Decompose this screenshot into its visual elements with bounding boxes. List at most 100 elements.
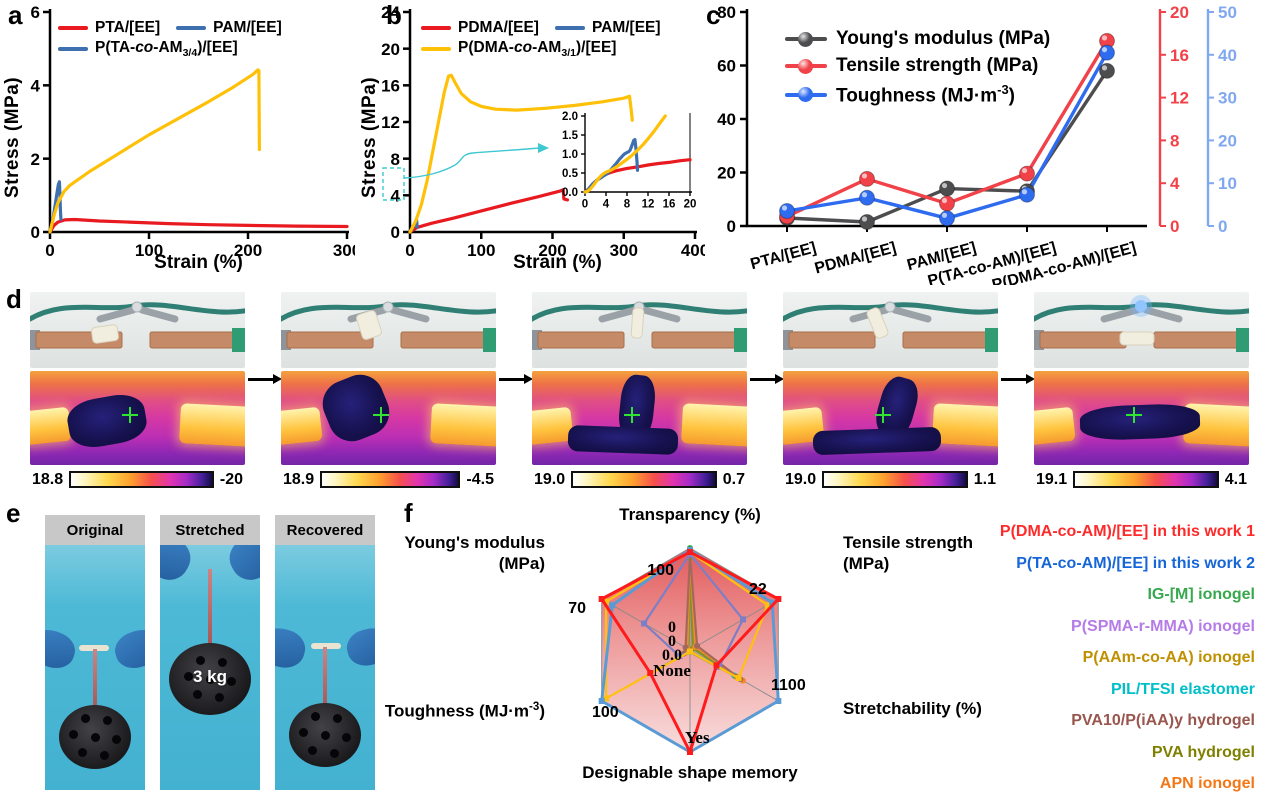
radar-legend-item: P(AAm-co-AA) ionogel xyxy=(1082,649,1255,666)
temperature-scale: 19.1 4.1 xyxy=(1034,471,1249,488)
legend-item: Toughness (MJ·m-3) xyxy=(785,82,1015,107)
sequence-arrow-icon xyxy=(245,292,282,488)
chart-a-svg: 0 100 200 300 0 2 4 6 xyxy=(31,3,355,260)
legend-row: Tensile strength (MPa) xyxy=(785,55,1050,77)
alligator-clip xyxy=(138,306,179,323)
clip-metal xyxy=(1034,330,1044,350)
color-scale-bar xyxy=(822,471,968,488)
photo-label: Stretched xyxy=(160,515,260,545)
legend-row: Toughness (MJ·m-3) xyxy=(785,82,1050,107)
y-tick-label: 0.0 xyxy=(562,187,578,199)
radar-legend-item: PVA10/P(iAA)y hydrogel xyxy=(1071,712,1255,729)
sequence-arrow-icon xyxy=(998,292,1035,488)
legend-swatch xyxy=(421,47,451,52)
scale-max-label: 19.0 xyxy=(534,470,566,488)
copper-electrode xyxy=(149,331,235,349)
temperature-scale: 18.9 -4.5 xyxy=(281,471,496,488)
data-point xyxy=(939,180,955,197)
y-tick-label: 1.5 xyxy=(562,130,579,142)
legend-item: PDMA/[EE] xyxy=(421,19,539,37)
x-tick-label: 200 xyxy=(538,241,566,260)
temperature-scale: 18.8 -20 xyxy=(30,471,245,488)
chart-b-legend: PDMA/[EE] PAM/[EE] P(DMA-co-AM3/1)/[EE] xyxy=(421,19,661,59)
radar-marker xyxy=(764,602,771,609)
weight-value-label: 3 kg xyxy=(193,667,228,686)
y-tick-label: 20 xyxy=(381,40,400,59)
panel-f-radar-comparison: f Transparency (%) Tensile strength (MPa… xyxy=(380,500,1280,795)
chart-b-inset: 0 4 8 12 16 20 0.0 0.5 1.0 1.5 2.0 xyxy=(562,111,696,210)
photo-original xyxy=(45,545,145,790)
radar-axis-toughness: Toughness (MJ·m-3) xyxy=(384,701,545,721)
scale-min-label: 1.1 xyxy=(973,470,996,488)
x-tick-label: 300 xyxy=(333,241,355,260)
x-tick-label: 400 xyxy=(681,241,705,260)
legend-row: Young's modulus (MPa) xyxy=(785,28,1050,50)
radar-marker xyxy=(598,698,605,704)
color-scale-bar xyxy=(571,471,717,488)
y-tick-label: 4 xyxy=(391,186,401,205)
data-point-highlight xyxy=(781,205,788,211)
experiment-photo xyxy=(1034,292,1249,368)
legend-row: PTA/[EE] PAM/[EE] xyxy=(58,19,282,37)
radar-chart-svg xyxy=(598,545,782,755)
terminal-block xyxy=(985,328,998,352)
series-line xyxy=(408,188,570,234)
alligator-clip xyxy=(96,306,137,323)
radar-marker xyxy=(694,642,701,649)
alligator-clip xyxy=(1142,306,1183,323)
legend-swatch xyxy=(421,26,451,30)
radar-legend-item: P(SPMA-r-MMA) ionogel xyxy=(1071,617,1255,635)
series-line xyxy=(408,73,634,234)
temperature-scale: 19.0 1.1 xyxy=(783,471,998,488)
panel-a-stress-strain-chart: a Stress (MPa) 01002003000246 PTA/[EE]PA… xyxy=(0,0,355,285)
radar-center-label: 0.0 xyxy=(662,647,682,664)
left-tick-label: 40 xyxy=(717,110,736,129)
radar-marker xyxy=(775,698,782,704)
right-tick-label: 0 xyxy=(1218,217,1227,236)
radar-legend-item: PIL/TFSI elastomer xyxy=(1110,680,1255,698)
experiment-photo xyxy=(783,292,998,368)
zoom-arrow-head xyxy=(538,143,549,153)
radar-axis-youngs: Young's modulus (MPa) xyxy=(404,533,545,574)
data-point xyxy=(859,170,875,187)
legend-item: PTA/[EE] xyxy=(58,19,160,37)
y-tick-label: 0.5 xyxy=(562,168,579,180)
color-scale-bar xyxy=(69,471,214,488)
photo-card-stretched: Stretched 3 kg xyxy=(160,515,260,790)
experiment-frame: 18.8 -20 xyxy=(30,292,245,488)
radar-max-youngs: 70 xyxy=(568,600,586,617)
led-bulb xyxy=(884,301,896,313)
crosshair-icon xyxy=(122,407,138,423)
legend-item: PAM/[EE] xyxy=(554,19,661,37)
hot-electrode-region xyxy=(430,403,496,447)
legend-swatch xyxy=(554,26,585,30)
experiment-frame: 19.1 4.1 xyxy=(1034,292,1249,488)
series-line xyxy=(48,68,261,234)
radar-max-stretchability: 1100 xyxy=(771,677,806,694)
legend-label: Toughness (MJ·m-3) xyxy=(836,82,1015,107)
gloved-hand xyxy=(160,545,198,587)
x-tick-label: 100 xyxy=(467,241,495,260)
hot-electrode-region xyxy=(30,406,72,446)
cold-strip-region xyxy=(812,426,942,456)
cold-strip-region xyxy=(567,425,679,455)
x-tick-label: 0 xyxy=(45,241,54,260)
right-tick-label: 40 xyxy=(1218,46,1237,65)
gloved-hand xyxy=(275,624,309,672)
data-point-highlight xyxy=(941,197,948,204)
data-point xyxy=(1099,62,1115,79)
left-tick-label: 0 xyxy=(727,217,736,236)
experiment-photo xyxy=(281,292,496,368)
radar-marker xyxy=(769,599,776,606)
sample-strip xyxy=(208,569,212,651)
copper-electrode xyxy=(286,331,374,349)
sample-strip xyxy=(93,649,97,713)
radar-center-label: 0 xyxy=(668,619,676,636)
panel-d-electrical-thermal-sequence: d 18.8 -20 18.9 -4.5 19.0 0.7 19.0 1.1 19.1 4.1 xyxy=(0,286,1280,500)
radar-max-tensile: 22 xyxy=(749,581,767,598)
x-axis-title: Strain (%) xyxy=(513,252,602,273)
x-tick-label: 8 xyxy=(624,199,631,211)
right-tick-label: 50 xyxy=(1218,3,1237,22)
legend-label: PAM/[EE] xyxy=(591,19,661,36)
